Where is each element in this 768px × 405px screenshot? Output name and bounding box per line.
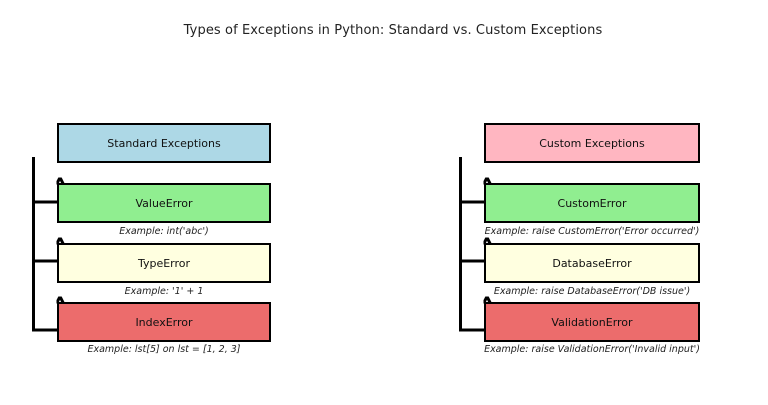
example-validationerror: Example: raise ValidationError('Invalid … xyxy=(484,344,700,355)
box-label-indexerror: IndexError xyxy=(135,315,193,329)
example-valueerror: Example: int('abc') xyxy=(119,226,209,237)
header-box-custom-exceptions: Custom Exceptions xyxy=(484,123,700,163)
example-databaseerror: Example: raise DatabaseError('DB issue') xyxy=(493,286,691,297)
header-label-standard-exceptions: Standard Exceptions xyxy=(107,136,221,150)
box-label-valueerror: ValueError xyxy=(135,196,193,210)
header-box-standard-exceptions: Standard Exceptions xyxy=(57,123,271,163)
box-indexerror: IndexError xyxy=(57,302,271,342)
box-valueerror: ValueError xyxy=(57,183,271,223)
box-customerror: CustomError xyxy=(484,183,700,223)
header-label-custom-exceptions: Custom Exceptions xyxy=(539,136,645,150)
box-validationerror: ValidationError xyxy=(484,302,700,342)
example-typeerror: Example: '1' + 1 xyxy=(124,286,204,297)
box-typeerror: TypeError xyxy=(57,243,271,283)
box-label-customerror: CustomError xyxy=(557,196,627,210)
diagram-title: Types of Exceptions in Python: Standard … xyxy=(183,23,603,38)
box-label-typeerror: TypeError xyxy=(137,256,191,270)
box-label-validationerror: ValidationError xyxy=(551,315,633,329)
example-indexerror: Example: lst[5] on lst = [1, 2, 3] xyxy=(87,344,241,355)
example-customerror: Example: raise CustomError('Error occurr… xyxy=(484,226,700,237)
box-label-databaseerror: DatabaseError xyxy=(552,256,632,270)
box-databaseerror: DatabaseError xyxy=(484,243,700,283)
